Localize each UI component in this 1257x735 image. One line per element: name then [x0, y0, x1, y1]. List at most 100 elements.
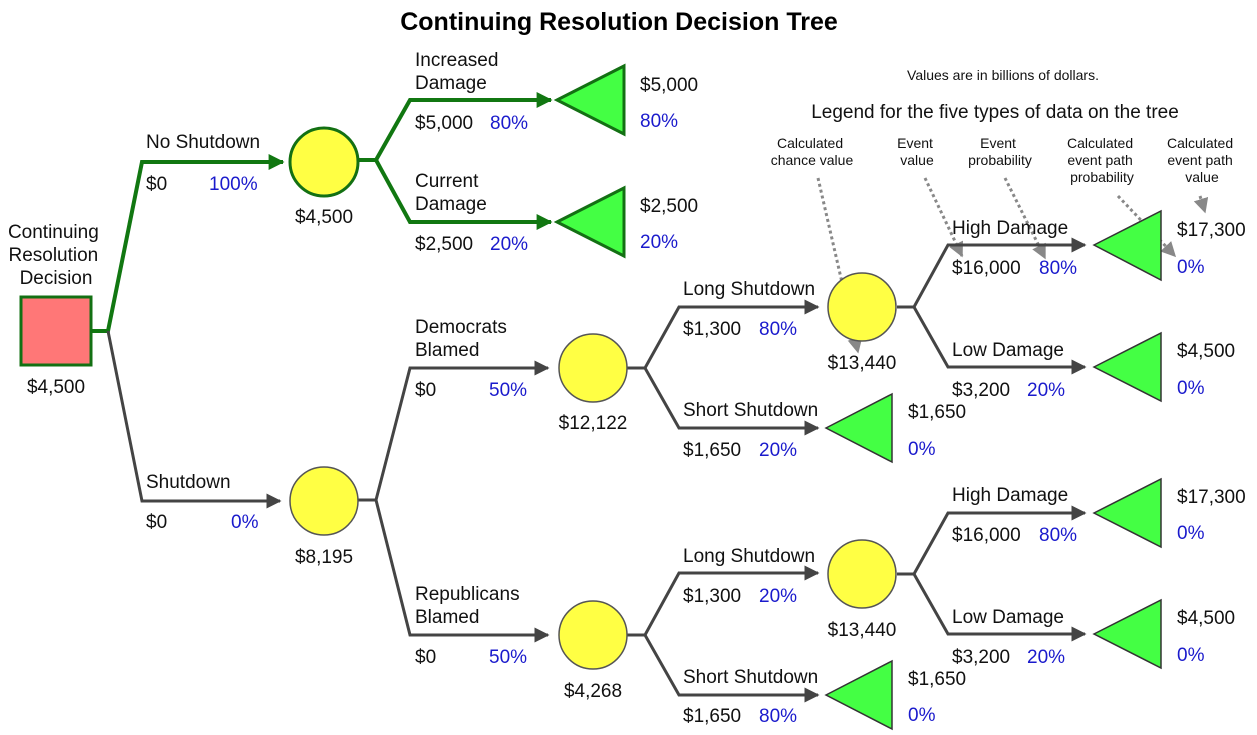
terminal-r-high — [1092, 477, 1162, 549]
legend-pointer-event-value — [923, 177, 964, 258]
branch-label-d-long-shutdown: Long Shutdown — [683, 279, 815, 300]
legend-pointer-path-value — [1193, 195, 1209, 214]
branch-shutdown — [106, 330, 282, 509]
branch-value-no-shutdown: $0 — [146, 174, 167, 195]
branch-label-d-short-shutdown: Short Shutdown — [683, 400, 818, 421]
terminal-d-short — [824, 392, 893, 464]
branch-prob-r-short-shutdown: 80% — [759, 706, 797, 727]
page-title: Continuing Resolution Decision Tree — [400, 8, 838, 36]
branch-republicans-blamed — [374, 499, 550, 643]
legend-item-event-value: Event value — [897, 135, 937, 168]
branch-label-r-long-shutdown: Long Shutdown — [683, 546, 815, 567]
legend-item-event-path-value: Calculated event path value — [1167, 135, 1237, 185]
terminal-current-damage — [553, 185, 626, 259]
chance-node-republicans — [558, 600, 628, 670]
branch-label-d-low-damage: Low Damage — [952, 340, 1064, 361]
chance-node-shutdown — [289, 466, 359, 536]
branch-value-d-short-shutdown: $1,650 — [683, 440, 741, 461]
legend-item-calculated-chance-value: Calculated chance value — [771, 135, 854, 168]
branch-label-shutdown: Shutdown — [146, 472, 231, 493]
branch-label-republicans-blamed: Republicans Blamed — [415, 584, 525, 628]
terminal-prob-r-high: 0% — [1177, 523, 1205, 544]
branch-current-damage — [374, 159, 553, 230]
terminal-value-increased-damage: $5,000 — [640, 75, 698, 96]
branch-democrats-blamed — [358, 360, 550, 502]
branch-prob-republicans-blamed: 50% — [489, 647, 527, 668]
terminal-value-d-low: $4,500 — [1177, 341, 1235, 362]
chance-node-no-shutdown — [288, 126, 360, 198]
branch-label-current-damage: Current Damage — [415, 171, 487, 215]
branch-prob-r-high-damage: 80% — [1039, 525, 1077, 546]
branch-prob-d-high-damage: 80% — [1039, 258, 1077, 279]
legend: Calculated chance value Event value Even… — [771, 135, 1237, 354]
legend-item-event-path-probability: Calculated event path probability — [1067, 135, 1137, 185]
branch-label-r-high-damage: High Damage — [952, 485, 1068, 506]
terminal-d-low — [1092, 331, 1162, 403]
branch-r-high-damage — [897, 505, 1087, 576]
chance-node-r-long — [827, 539, 897, 609]
units-note: Values are in billions of dollars. — [907, 67, 1099, 83]
terminal-value-r-low: $4,500 — [1177, 608, 1235, 629]
branch-prob-no-shutdown: 100% — [209, 174, 258, 195]
branch-prob-r-low-damage: 20% — [1027, 647, 1065, 668]
branch-value-shutdown: $0 — [146, 512, 167, 533]
branch-value-current-damage: $2,500 — [415, 234, 473, 255]
branch-d-low-damage — [912, 306, 1087, 375]
branch-prob-shutdown: 0% — [231, 512, 259, 533]
terminal-value-r-short: $1,650 — [908, 669, 966, 690]
legend-title: Legend for the five types of data on the… — [811, 102, 1179, 123]
branch-value-d-high-damage: $16,000 — [952, 258, 1021, 279]
chance-value-d-long: $13,440 — [828, 353, 897, 374]
chance-value-r-long: $13,440 — [828, 620, 897, 641]
branch-label-increased-damage: Increased Damage — [415, 50, 504, 94]
branch-label-no-shutdown: No Shutdown — [146, 132, 260, 153]
legend-item-event-probability: Event probability — [968, 135, 1032, 168]
branch-value-d-long-shutdown: $1,300 — [683, 319, 741, 340]
branch-d-high-damage — [897, 237, 1087, 309]
terminal-prob-r-low: 0% — [1177, 645, 1205, 666]
branch-value-r-high-damage: $16,000 — [952, 525, 1021, 546]
terminal-prob-d-high: 0% — [1177, 257, 1205, 278]
branch-prob-d-long-shutdown: 80% — [759, 319, 797, 340]
branch-value-increased-damage: $5,000 — [415, 113, 473, 134]
legend-pointer-path-probability — [1116, 194, 1177, 258]
branch-prob-increased-damage: 80% — [490, 113, 528, 134]
branch-value-d-low-damage: $3,200 — [952, 380, 1010, 401]
branch-r-short-shutdown — [643, 634, 820, 703]
branch-d-long-shutdown — [627, 299, 820, 370]
branch-prob-current-damage: 20% — [490, 234, 528, 255]
branch-value-democrats-blamed: $0 — [415, 380, 436, 401]
chance-value-shutdown: $8,195 — [295, 547, 353, 568]
terminal-value-d-short: $1,650 — [908, 402, 966, 423]
branch-increased-damage — [358, 92, 553, 162]
branch-label-d-high-damage: High Damage — [952, 218, 1068, 239]
branch-value-r-short-shutdown: $1,650 — [683, 706, 741, 727]
branch-d-short-shutdown — [643, 367, 820, 436]
branch-r-long-shutdown — [627, 565, 820, 637]
terminal-prob-increased-damage: 80% — [640, 111, 678, 132]
branch-label-r-low-damage: Low Damage — [952, 607, 1064, 628]
chance-value-republicans: $4,268 — [564, 681, 622, 702]
terminal-d-high — [1092, 209, 1162, 282]
chance-value-no-shutdown: $4,500 — [295, 207, 353, 228]
branch-value-r-long-shutdown: $1,300 — [683, 586, 741, 607]
terminal-prob-d-short: 0% — [908, 439, 936, 460]
branch-value-r-low-damage: $3,200 — [952, 647, 1010, 668]
decision-node — [19, 295, 93, 367]
terminal-r-low — [1092, 598, 1162, 670]
terminal-prob-current-damage: 20% — [640, 232, 678, 253]
terminal-value-current-damage: $2,500 — [640, 196, 698, 217]
terminal-value-d-high: $17,300 — [1177, 220, 1246, 241]
branch-value-republicans-blamed: $0 — [415, 647, 436, 668]
terminal-value-r-high: $17,300 — [1177, 487, 1246, 508]
branch-no-shutdown — [91, 154, 285, 333]
branch-label-r-short-shutdown: Short Shutdown — [683, 667, 818, 688]
branch-prob-r-long-shutdown: 20% — [759, 586, 797, 607]
branch-prob-d-short-shutdown: 20% — [759, 440, 797, 461]
decision-node-value: $4,500 — [27, 377, 85, 398]
terminal-prob-r-short: 0% — [908, 705, 936, 726]
decision-node-label: Continuing Resolution Decision — [8, 222, 104, 289]
chance-value-democrats: $12,122 — [559, 413, 628, 434]
chance-node-democrats — [558, 333, 628, 403]
